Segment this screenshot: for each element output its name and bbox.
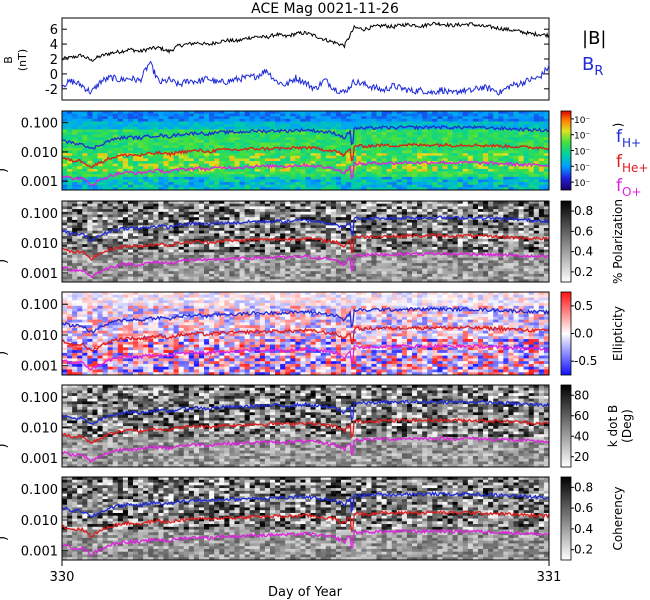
colorbar-label: Coherency [611, 486, 625, 550]
freq-ytick-label: 0.010 [21, 421, 58, 436]
colorbar-tick-label: 0.2 [574, 265, 593, 279]
freq-ytick-label: 0.100 [21, 207, 58, 222]
x-axis-label: Day of Year [268, 585, 343, 600]
colorbar-label: Ellipticity [611, 306, 625, 361]
colorbar-tick-label: 0.4 [574, 245, 593, 259]
mag-ytick-label: 0 [50, 68, 58, 83]
freq-ytick-label: 0.010 [21, 329, 58, 344]
freq-ytick-label: 0.010 [21, 514, 58, 529]
legend-fO: fO+ [616, 176, 642, 199]
chart-title: ACE Mag 0021-11-26 [251, 1, 399, 17]
colorbar-tick-label: 10⁻ [574, 163, 590, 173]
colorbar-tick-label: 0.6 [574, 501, 593, 515]
colorbar-tick-label: 0.8 [574, 204, 593, 218]
series-line-babs [61, 21, 550, 62]
mag-ytick-label: -2 [45, 83, 58, 98]
colorbar-tick-label: 0.4 [574, 522, 593, 536]
freq-ytick-label: 0.100 [21, 483, 58, 498]
freq-ytick-label: 0.100 [21, 298, 58, 313]
colorbar-tick-label: 0.6 [574, 224, 593, 238]
freq-ytick-label: 0.001 [21, 267, 58, 282]
x-tick-label: 331 [537, 570, 562, 585]
fH-line [61, 490, 550, 518]
freq-ytick-label: 0.100 [21, 117, 58, 132]
freq-ylabel: ) [0, 536, 10, 541]
mag-ylabel: (nT) [16, 49, 29, 71]
freq-ytick-label: 0.001 [21, 452, 58, 467]
fHe-line [61, 233, 550, 261]
fH-line [61, 306, 550, 334]
colorbar-tick-label: 80 [574, 388, 589, 402]
colorbar-tick-label: 20 [574, 450, 589, 464]
spectrogram-frame [61, 110, 550, 191]
colorbar-3 [560, 291, 572, 376]
freq-ytick-label: 0.001 [21, 545, 58, 560]
colorbar-tick-label: 10⁻ [574, 179, 590, 189]
colorbar-tick-label: 0.2 [574, 543, 593, 557]
mag-ytick-label: 6 [50, 23, 58, 38]
colorbar-2 [560, 200, 572, 283]
colorbar-1 [560, 110, 572, 191]
spectrogram-frame [61, 476, 550, 561]
colorbar-label: k dot B [606, 405, 620, 447]
colorbar-label: ) [611, 123, 625, 128]
colorbar-tick-label: 0.8 [574, 480, 593, 494]
mag-ytick-label: 4 [50, 38, 58, 53]
colorbar-tick-label: 10⁻ [574, 148, 590, 158]
colorbar-label: % Polarization [611, 199, 625, 284]
fO-line [61, 251, 550, 279]
spectrogram-3 [61, 292, 550, 376]
freq-ylabel: ) [0, 259, 10, 264]
fHe-line [61, 142, 550, 169]
fH-line [61, 215, 550, 243]
freq-ytick-label: 0.001 [21, 175, 58, 190]
fH-line [61, 399, 550, 426]
fO-line [61, 343, 550, 371]
fH-line [61, 124, 550, 150]
colorbar-label: (Deg) [620, 409, 634, 443]
fO-line [61, 160, 550, 186]
colorbar-5 [560, 476, 572, 561]
series-line-br [61, 60, 550, 96]
fO-line [61, 528, 550, 557]
freq-ytick-label: 0.010 [21, 146, 58, 161]
colorbar-4 [560, 384, 572, 468]
freq-ylabel: ) [0, 168, 10, 173]
freq-ytick-label: 0.010 [21, 237, 58, 252]
freq-ytick-label: 0.100 [21, 391, 58, 406]
mag-ytick-label: 2 [50, 53, 58, 68]
legend-fH: fH+ [616, 127, 641, 150]
legend-br: BR [582, 54, 603, 79]
freq-ylabel: ) [0, 443, 10, 448]
spectrogram-5 [61, 477, 550, 561]
colorbar-tick-label: 10⁻ [574, 116, 590, 126]
spectrogram-frame [61, 291, 550, 376]
spectrogram-frame [61, 384, 550, 468]
fHe-line [61, 325, 550, 353]
colorbar-tick-label: 60 [574, 409, 589, 423]
spectrogram-4 [61, 385, 550, 468]
colorbar-tick-label: 0.0 [574, 327, 593, 341]
spectrogram-2 [61, 201, 550, 283]
x-tick-label: 330 [50, 570, 75, 585]
freq-ylabel: ) [0, 351, 10, 356]
colorbar-tick-label: 10⁻ [574, 132, 590, 142]
spectrogram-1 [61, 111, 550, 191]
fHe-line [61, 417, 550, 444]
colorbar-tick-label: 0.5 [574, 299, 593, 313]
freq-ytick-label: 0.001 [21, 360, 58, 375]
legend-fHe: fHe+ [616, 152, 648, 175]
spectrogram-frame [61, 200, 550, 283]
legend-babs: |B| [582, 28, 606, 49]
colorbar-tick-label: 40 [574, 429, 589, 443]
mag-ylabel: B [2, 56, 15, 64]
fHe-line [61, 510, 550, 538]
fO-line [61, 436, 550, 464]
colorbar-tick-label: -0.5 [574, 354, 597, 368]
